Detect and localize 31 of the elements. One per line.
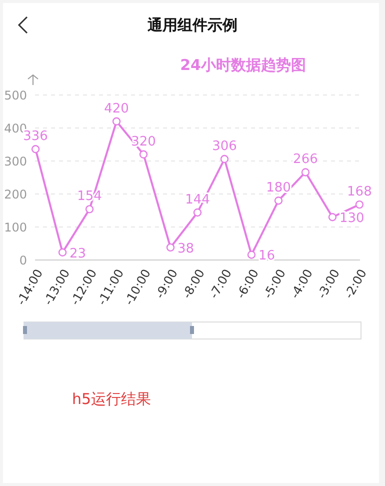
point	[193, 208, 202, 217]
y-tick-label: 300	[4, 154, 27, 168]
text: h5运行结果	[72, 390, 152, 409]
point	[328, 213, 337, 222]
data-label: 336	[23, 129, 48, 144]
data-label: 130	[339, 211, 364, 226]
point	[31, 145, 40, 154]
point	[139, 150, 148, 158]
point	[274, 196, 283, 205]
point	[220, 154, 229, 164]
point	[301, 168, 310, 176]
y-tick-label: 200	[4, 187, 27, 202]
point	[85, 205, 94, 214]
chart-title: 24小时数据趋势图	[179, 56, 307, 75]
data-label: 16	[258, 248, 276, 264]
data-label: 168	[347, 184, 372, 200]
data-label: 38	[178, 241, 194, 256]
data-label: 266	[293, 152, 318, 168]
point	[112, 117, 121, 126]
y-tick-label: 100	[4, 220, 27, 234]
point	[355, 200, 364, 209]
data-label: 306	[212, 139, 237, 154]
data-label: 420	[104, 101, 129, 116]
text: 通用组件示例	[148, 16, 238, 34]
data-label: 23	[70, 246, 86, 262]
data-label: 180	[266, 180, 291, 196]
point	[166, 243, 175, 252]
point	[247, 250, 256, 259]
y-tick-label: 500	[4, 88, 27, 102]
y-tick-label: 0	[19, 253, 27, 268]
point	[58, 248, 67, 257]
